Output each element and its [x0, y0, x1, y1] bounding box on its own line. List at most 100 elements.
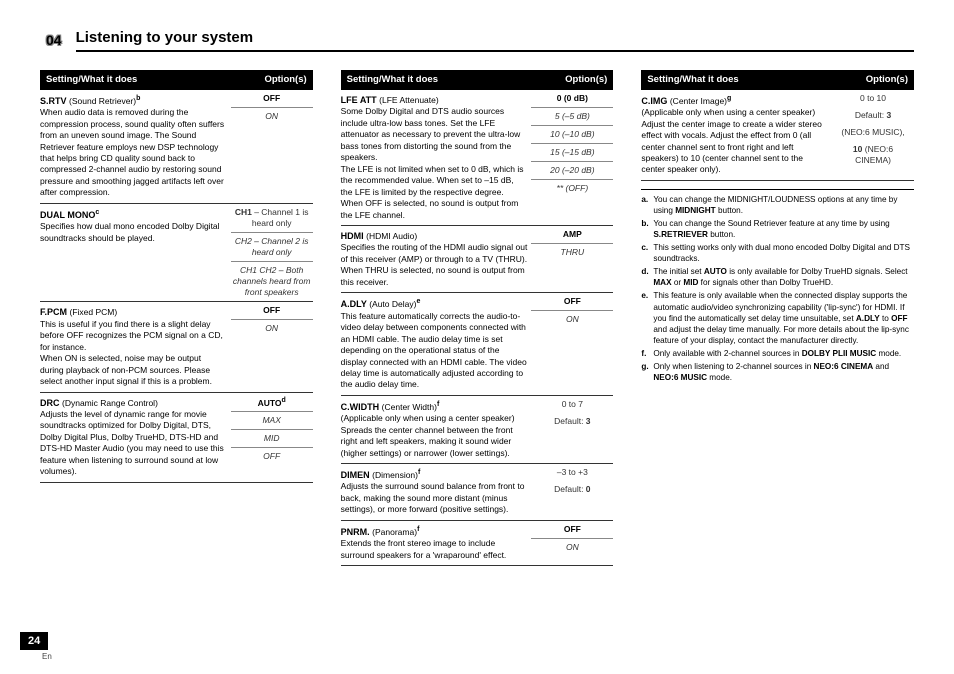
setting-desc: Specifies how dual mono encoded Dolby Di…: [40, 221, 220, 242]
setting-desc: Some Dolby Digital and DTS audio sources…: [341, 106, 524, 219]
setting-sub: (Panorama): [372, 527, 417, 537]
column-2: Setting/What it does Option(s) LFE ATT (…: [341, 70, 614, 567]
setting-sub: (Center Image): [670, 96, 727, 106]
opt: (NEO:6 MUSIC),: [832, 124, 914, 141]
setting-desc: (Applicable only when using a center spe…: [641, 107, 821, 174]
opt: –3 to +3: [531, 464, 613, 481]
note-text: Only available with 2-channel sources in…: [653, 348, 914, 359]
opt: ON: [531, 539, 613, 556]
note-text: Only when listening to 2-channel sources…: [653, 361, 914, 383]
note-label: d.: [641, 266, 653, 288]
setting-desc: Adjusts the level of dynamic range for m…: [40, 409, 224, 476]
setting-name: C.WIDTH: [341, 402, 382, 412]
opt: 5 (–5 dB): [531, 108, 613, 126]
setting-name: LFE ATT: [341, 95, 380, 105]
setting-cwidth: C.WIDTH (Center Width)f (Applicable only…: [341, 396, 614, 464]
setting-desc: This feature automatically corrects the …: [341, 311, 527, 390]
header-setting: Setting/What it does: [647, 74, 828, 86]
options: OFF ON: [531, 293, 613, 395]
header-setting: Setting/What it does: [46, 74, 227, 86]
note-text: This feature is only available when the …: [653, 290, 914, 345]
opt: OFF: [231, 302, 313, 320]
setting-srtv: S.RTV (Sound Retriever)b When audio data…: [40, 90, 313, 204]
setting-name: DIMEN: [341, 470, 373, 480]
opt: 0 (0 dB): [531, 90, 613, 108]
opt: 15 (–15 dB): [531, 144, 613, 162]
header-options: Option(s): [527, 74, 607, 86]
setting-sub: (Fixed PCM): [70, 307, 118, 317]
setting-sub: (Auto Delay): [369, 299, 416, 309]
column-3: Setting/What it does Option(s) C.IMG (Ce…: [641, 70, 914, 567]
setting-desc: When audio data is removed during the co…: [40, 107, 224, 197]
note-g: g.Only when listening to 2-channel sourc…: [641, 361, 914, 383]
opt: 20 (–20 dB): [531, 162, 613, 180]
table-header: Setting/What it does Option(s): [40, 70, 313, 90]
note-text: The initial set AUTO is only available f…: [653, 266, 914, 288]
note-label: a.: [641, 194, 653, 216]
page-number: 24: [20, 632, 48, 650]
opt: Default: 0: [531, 481, 613, 498]
opt: 0 to 7: [531, 396, 613, 413]
opt: ** (OFF): [531, 180, 613, 197]
opt-b: CH1: [235, 207, 252, 217]
header-options: Option(s): [828, 74, 908, 86]
sup: f: [417, 526, 419, 533]
setting-adly: A.DLY (Auto Delay)e This feature automat…: [341, 293, 614, 396]
sup: f: [437, 401, 439, 408]
setting-name: DUAL MONO: [40, 210, 95, 220]
note-text: You can change the Sound Retriever featu…: [653, 218, 914, 240]
setting-pnrm: PNRM. (Panorama)f Extends the front ster…: [341, 521, 614, 566]
setting-hdmi: HDMI (HDMI Audio) Specifies the routing …: [341, 226, 614, 293]
options: CH1 – Channel 1 is heard only CH2 – Chan…: [231, 204, 313, 301]
opt-v: AUTO: [258, 397, 282, 407]
setting-desc: Adjusts the surround sound balance from …: [341, 481, 525, 514]
options: 0 to 7 Default: 3: [531, 396, 613, 463]
setting-name: C.IMG: [641, 96, 670, 106]
setting-sub: (Dynamic Range Control): [62, 398, 158, 408]
table-header: Setting/What it does Option(s): [341, 70, 614, 90]
options: 0 (0 dB) 5 (–5 dB) 10 (–10 dB) 15 (–15 d…: [531, 90, 613, 225]
opt: AUTOd: [231, 393, 313, 413]
note-c: c.This setting works only with dual mono…: [641, 242, 914, 264]
options: OFF ON: [231, 90, 313, 203]
note-label: g.: [641, 361, 653, 383]
sup: b: [136, 95, 140, 102]
chapter-number: 04: [40, 29, 68, 51]
sup: d: [282, 397, 286, 404]
options: AMP THRU: [531, 226, 613, 292]
note-e: e.This feature is only available when th…: [641, 290, 914, 345]
opt: ON: [231, 320, 313, 337]
opt: OFF: [231, 90, 313, 108]
note-text: You can change the MIDNIGHT/LOUDNESS opt…: [653, 194, 914, 216]
opt: OFF: [531, 293, 613, 311]
setting-sub: (LFE Attenuate): [379, 95, 439, 105]
setting-sub: (Sound Retriever): [69, 96, 136, 106]
setting-fpcm: F.PCM (Fixed PCM) This is useful if you …: [40, 302, 313, 392]
setting-name: F.PCM: [40, 307, 70, 317]
setting-cimg: C.IMG (Center Image)g (Applicable only w…: [641, 90, 914, 181]
sup: c: [95, 209, 99, 216]
setting-name: HDMI: [341, 231, 367, 241]
options: OFF ON: [231, 302, 313, 391]
note-a: a.You can change the MIDNIGHT/LOUDNESS o…: [641, 194, 914, 216]
chapter-title: Listening to your system: [76, 28, 914, 52]
setting-dimen: DIMEN (Dimension)f Adjusts the surround …: [341, 464, 614, 521]
note-label: b.: [641, 218, 653, 240]
column-1: Setting/What it does Option(s) S.RTV (So…: [40, 70, 313, 567]
opt: ON: [531, 311, 613, 328]
note-label: f.: [641, 348, 653, 359]
opt: Default: 3: [832, 107, 914, 124]
setting-name: A.DLY: [341, 299, 370, 309]
opt: CH1 – Channel 1 is heard only: [231, 204, 313, 233]
header-setting: Setting/What it does: [347, 74, 528, 86]
sup: e: [416, 298, 420, 305]
opt: CH2 – Channel 2 is heard only: [231, 233, 313, 262]
setting-sub: (HDMI Audio): [366, 231, 417, 241]
setting-name: PNRM.: [341, 527, 373, 537]
setting-name: S.RTV: [40, 96, 69, 106]
setting-sub: (Center Width): [382, 402, 437, 412]
opt: Default: 3: [531, 413, 613, 430]
options: AUTOd MAX MID OFF: [231, 393, 313, 482]
opt: OFF: [531, 521, 613, 539]
setting-desc: (Applicable only when using a center spe…: [341, 413, 515, 457]
